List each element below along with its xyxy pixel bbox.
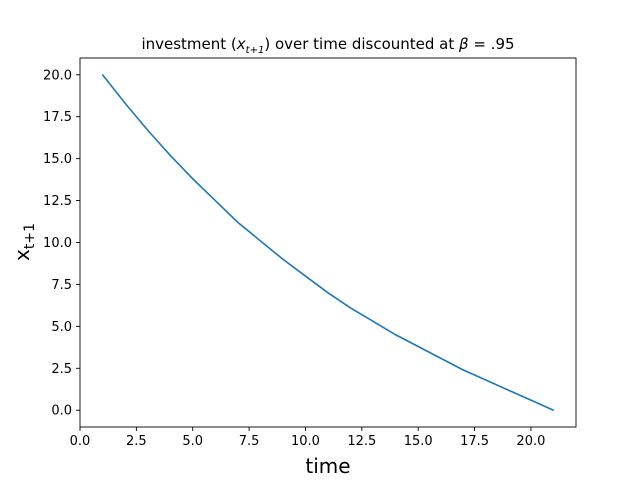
- x-tick-label: 12.5: [347, 434, 376, 449]
- data-point: [192, 178, 194, 180]
- series-points: [101, 74, 555, 411]
- y-tick-label: 7.5: [51, 278, 72, 293]
- data-point: [327, 292, 329, 294]
- data-point: [485, 379, 487, 381]
- y-tick-label: 0.0: [51, 404, 72, 419]
- x-tick-label: 2.5: [126, 434, 147, 449]
- data-point: [530, 399, 532, 401]
- data-point: [417, 345, 419, 348]
- x-tick-label: 17.5: [460, 434, 489, 449]
- x-tick-label: 7.5: [239, 434, 260, 449]
- data-point: [395, 334, 397, 336]
- y-tick-label: 10.0: [43, 236, 72, 251]
- data-point: [552, 409, 555, 411]
- data-point: [304, 275, 307, 277]
- y-tick-label: 2.5: [51, 362, 72, 377]
- data-point: [372, 320, 374, 322]
- y-tick-label: 5.0: [51, 320, 72, 335]
- y-tick-label: 15.0: [43, 152, 72, 167]
- y-axis: 0.0 2.5 5.0 7.5 10.0 12.5 15.0 17.5 20.0: [43, 68, 80, 419]
- chart-title: investment (xt+1) over time discounted a…: [141, 35, 514, 56]
- x-tick-label: 5.0: [182, 434, 203, 449]
- x-tick-label: 15.0: [404, 434, 433, 449]
- data-point: [462, 369, 464, 371]
- series-line: [101, 74, 554, 411]
- x-axis: 0.0 2.5 5.0 7.5 10.0 12.5 15.0 17.5 20.0: [70, 427, 545, 449]
- x-tick-label: 0.0: [70, 434, 91, 449]
- data-point: [214, 199, 216, 202]
- data-point: [259, 240, 261, 242]
- y-axis-label: xt+1: [10, 223, 38, 261]
- x-tick-label: 10.0: [291, 434, 320, 449]
- data-point: [101, 74, 104, 76]
- plot-area: 0.0 2.5 5.0 7.5 10.0 12.5 15.0 17.5 20.0 0.0 2.5 5…: [43, 57, 577, 449]
- x-tick-label: 20.0: [516, 434, 545, 449]
- data-point: [282, 258, 284, 260]
- data-point: [237, 221, 239, 223]
- data-point: [349, 307, 352, 309]
- data-point: [440, 357, 442, 359]
- y-tick-label: 20.0: [43, 68, 72, 83]
- y-tick-label: 17.5: [43, 110, 72, 125]
- data-point: [507, 389, 509, 391]
- y-tick-label: 12.5: [43, 194, 72, 209]
- axes-frame: [79, 57, 577, 428]
- data-point: [147, 129, 149, 131]
- data-point: [169, 154, 171, 156]
- x-axis-label: time: [305, 454, 350, 478]
- data-point: [124, 102, 126, 104]
